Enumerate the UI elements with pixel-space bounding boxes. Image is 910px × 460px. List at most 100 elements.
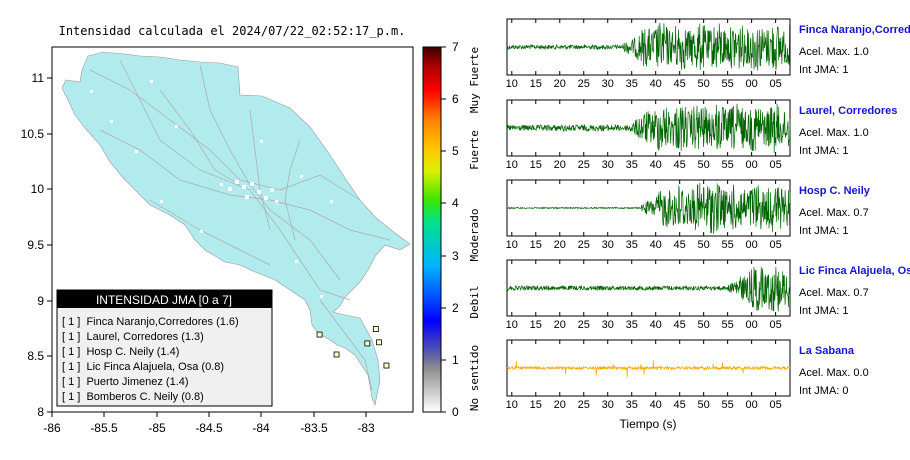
legend-item: [ 1 ] Hosp C. Neily (1.4) bbox=[62, 346, 179, 358]
colorbar-gradient bbox=[423, 47, 441, 412]
station-name: La Sabana bbox=[799, 345, 855, 357]
time-tick-label: 15 bbox=[530, 319, 542, 331]
station-marker bbox=[384, 363, 389, 368]
time-tick-label: 00 bbox=[746, 319, 758, 331]
y-tick: 8.5 bbox=[27, 349, 44, 363]
time-tick-label: 45 bbox=[674, 159, 686, 171]
legend-title: INTENSIDAD JMA [0 a 7] bbox=[96, 293, 232, 307]
time-tick-label: 10 bbox=[506, 78, 518, 90]
station-name: Hosp C. Neily bbox=[799, 185, 871, 197]
x-tick: -83 bbox=[357, 421, 375, 435]
station-accel: Acel. Max. 1.0 bbox=[799, 46, 869, 58]
station-marker bbox=[317, 332, 322, 337]
time-tick-label: 25 bbox=[578, 399, 590, 411]
time-tick-label: 25 bbox=[578, 239, 590, 251]
time-tick-label: 55 bbox=[722, 78, 734, 90]
time-tick-label: 55 bbox=[722, 159, 734, 171]
station-intensity: Int JMA: 1 bbox=[799, 64, 849, 76]
station-accel: Acel. Max. 0.0 bbox=[799, 367, 869, 379]
x-tick: -86 bbox=[43, 421, 61, 435]
time-tick-label: 50 bbox=[698, 399, 710, 411]
time-tick-label: 20 bbox=[554, 159, 566, 171]
y-tick: 10 bbox=[31, 182, 45, 196]
time-tick-label: 30 bbox=[602, 319, 614, 331]
time-tick-label: 05 bbox=[769, 159, 781, 171]
time-tick-label: 25 bbox=[578, 319, 590, 331]
time-tick-label: 40 bbox=[650, 159, 662, 171]
time-tick-label: 45 bbox=[674, 399, 686, 411]
time-tick-label: 10 bbox=[506, 159, 518, 171]
time-tick-label: 10 bbox=[506, 319, 518, 331]
time-tick-label: 50 bbox=[698, 78, 710, 90]
station-name: Finca Naranjo,Corredor bbox=[799, 24, 910, 36]
station-marker bbox=[334, 352, 339, 357]
map-y-axis bbox=[47, 78, 52, 412]
legend-item: [ 1 ] Puerto Jimenez (1.4) bbox=[62, 376, 189, 388]
station-marker bbox=[365, 341, 370, 346]
time-tick-label: 40 bbox=[650, 319, 662, 331]
time-tick-label: 30 bbox=[602, 159, 614, 171]
station-name: Laurel, Corredores bbox=[799, 105, 897, 117]
time-tick-label: 35 bbox=[626, 78, 638, 90]
time-tick-label: 30 bbox=[602, 399, 614, 411]
time-tick-label: 35 bbox=[626, 239, 638, 251]
colorbar-tick: 5 bbox=[452, 144, 459, 158]
time-tick-label: 25 bbox=[578, 78, 590, 90]
station-marker bbox=[373, 327, 378, 332]
time-tick-label: 50 bbox=[698, 239, 710, 251]
colorbar-label: Muy Fuerte bbox=[468, 47, 481, 113]
map-x-tick-labels: -86 -85.5 -85 -84.5 -84 -83.5 -83 bbox=[43, 421, 375, 435]
station-intensity: Int JMA: 1 bbox=[799, 305, 849, 317]
y-tick: 9 bbox=[37, 294, 44, 308]
time-tick-label: 10 bbox=[506, 239, 518, 251]
time-tick-label: 05 bbox=[769, 239, 781, 251]
y-tick: 9.5 bbox=[27, 238, 44, 252]
station-accel: Acel. Max. 1.0 bbox=[799, 127, 869, 139]
colorbar-tick: 0 bbox=[452, 405, 459, 419]
waveform-panel: 10 15 20 25 30 35 40 45 50 55 00 05 La Sabana Acel. M… bbox=[506, 340, 869, 411]
y-tick: 10.5 bbox=[21, 127, 45, 141]
y-tick: 8 bbox=[37, 405, 44, 419]
colorbar-label: No sentido bbox=[468, 345, 481, 411]
legend-item: [ 1 ] Bomberos C. Neily (0.8) bbox=[62, 391, 204, 403]
x-tick: -85 bbox=[148, 421, 166, 435]
time-tick-label: 10 bbox=[506, 399, 518, 411]
time-tick-label: 00 bbox=[746, 78, 758, 90]
time-tick-label: 55 bbox=[722, 399, 734, 411]
waveform-panel: 10 15 20 25 30 35 40 45 50 55 00 05Hosp C. NeilyAce… bbox=[506, 180, 871, 251]
time-tick-label: 20 bbox=[554, 78, 566, 90]
time-tick-label: 15 bbox=[530, 159, 542, 171]
x-tick: -85.5 bbox=[90, 421, 118, 435]
time-tick-label: 30 bbox=[602, 78, 614, 90]
colorbar-tick: 6 bbox=[452, 92, 459, 106]
colorbar-tick: 7 bbox=[452, 40, 459, 54]
waveform-panel: 10 15 20 25 30 35 40 45 50 55 00 05 Laurel, Corredor… bbox=[506, 100, 898, 171]
y-tick: 11 bbox=[32, 71, 45, 85]
time-tick-label: 50 bbox=[698, 319, 710, 331]
time-tick-label: 50 bbox=[698, 159, 710, 171]
time-tick-label: 05 bbox=[769, 319, 781, 331]
time-tick-label: 35 bbox=[626, 159, 638, 171]
waveform-panel: 10 15 20 25 30 35 40 45 50 55 00 05Finca Naranjo,Co… bbox=[506, 19, 910, 90]
waveform-panels: 10 15 20 25 30 35 40 45 50 55 00 05 Finca Naranjo,Co… bbox=[506, 19, 910, 411]
colorbar-label: Fuerte bbox=[468, 130, 481, 170]
time-tick-label: 45 bbox=[674, 78, 686, 90]
time-tick-label: 20 bbox=[554, 319, 566, 331]
time-tick-label: 15 bbox=[530, 78, 542, 90]
time-tick-label: 00 bbox=[746, 159, 758, 171]
time-tick-label: 25 bbox=[578, 159, 590, 171]
legend-item: [ 1 ] Lic Finca Alajuela, Osa (0.8) bbox=[62, 361, 224, 373]
time-tick-label: 05 bbox=[769, 399, 781, 411]
colorbar-label: Moderado bbox=[468, 209, 481, 262]
x-tick: -84 bbox=[252, 421, 270, 435]
colorbar-tick: 1 bbox=[452, 353, 459, 367]
intensity-legend: INTENSIDAD JMA [0 a 7] [ 1 ] Finca Naran… bbox=[57, 290, 272, 406]
waveform-panel: 10 15 20 25 30 35 40 45 50 55 00 05 Lic Finca Alajue… bbox=[506, 260, 910, 331]
station-intensity: Int JMA: 1 bbox=[799, 145, 849, 157]
map-title: Intensidad calculada el 2024/07/22_02:52… bbox=[59, 24, 406, 38]
station-intensity: Int JMA: 1 bbox=[799, 225, 849, 237]
station-intensity: Int JMA: 0 bbox=[799, 385, 849, 397]
station-accel: Acel. Max. 0.7 bbox=[799, 207, 869, 219]
x-tick: -84.5 bbox=[195, 421, 223, 435]
station-accel: Acel. Max. 0.7 bbox=[799, 287, 869, 299]
